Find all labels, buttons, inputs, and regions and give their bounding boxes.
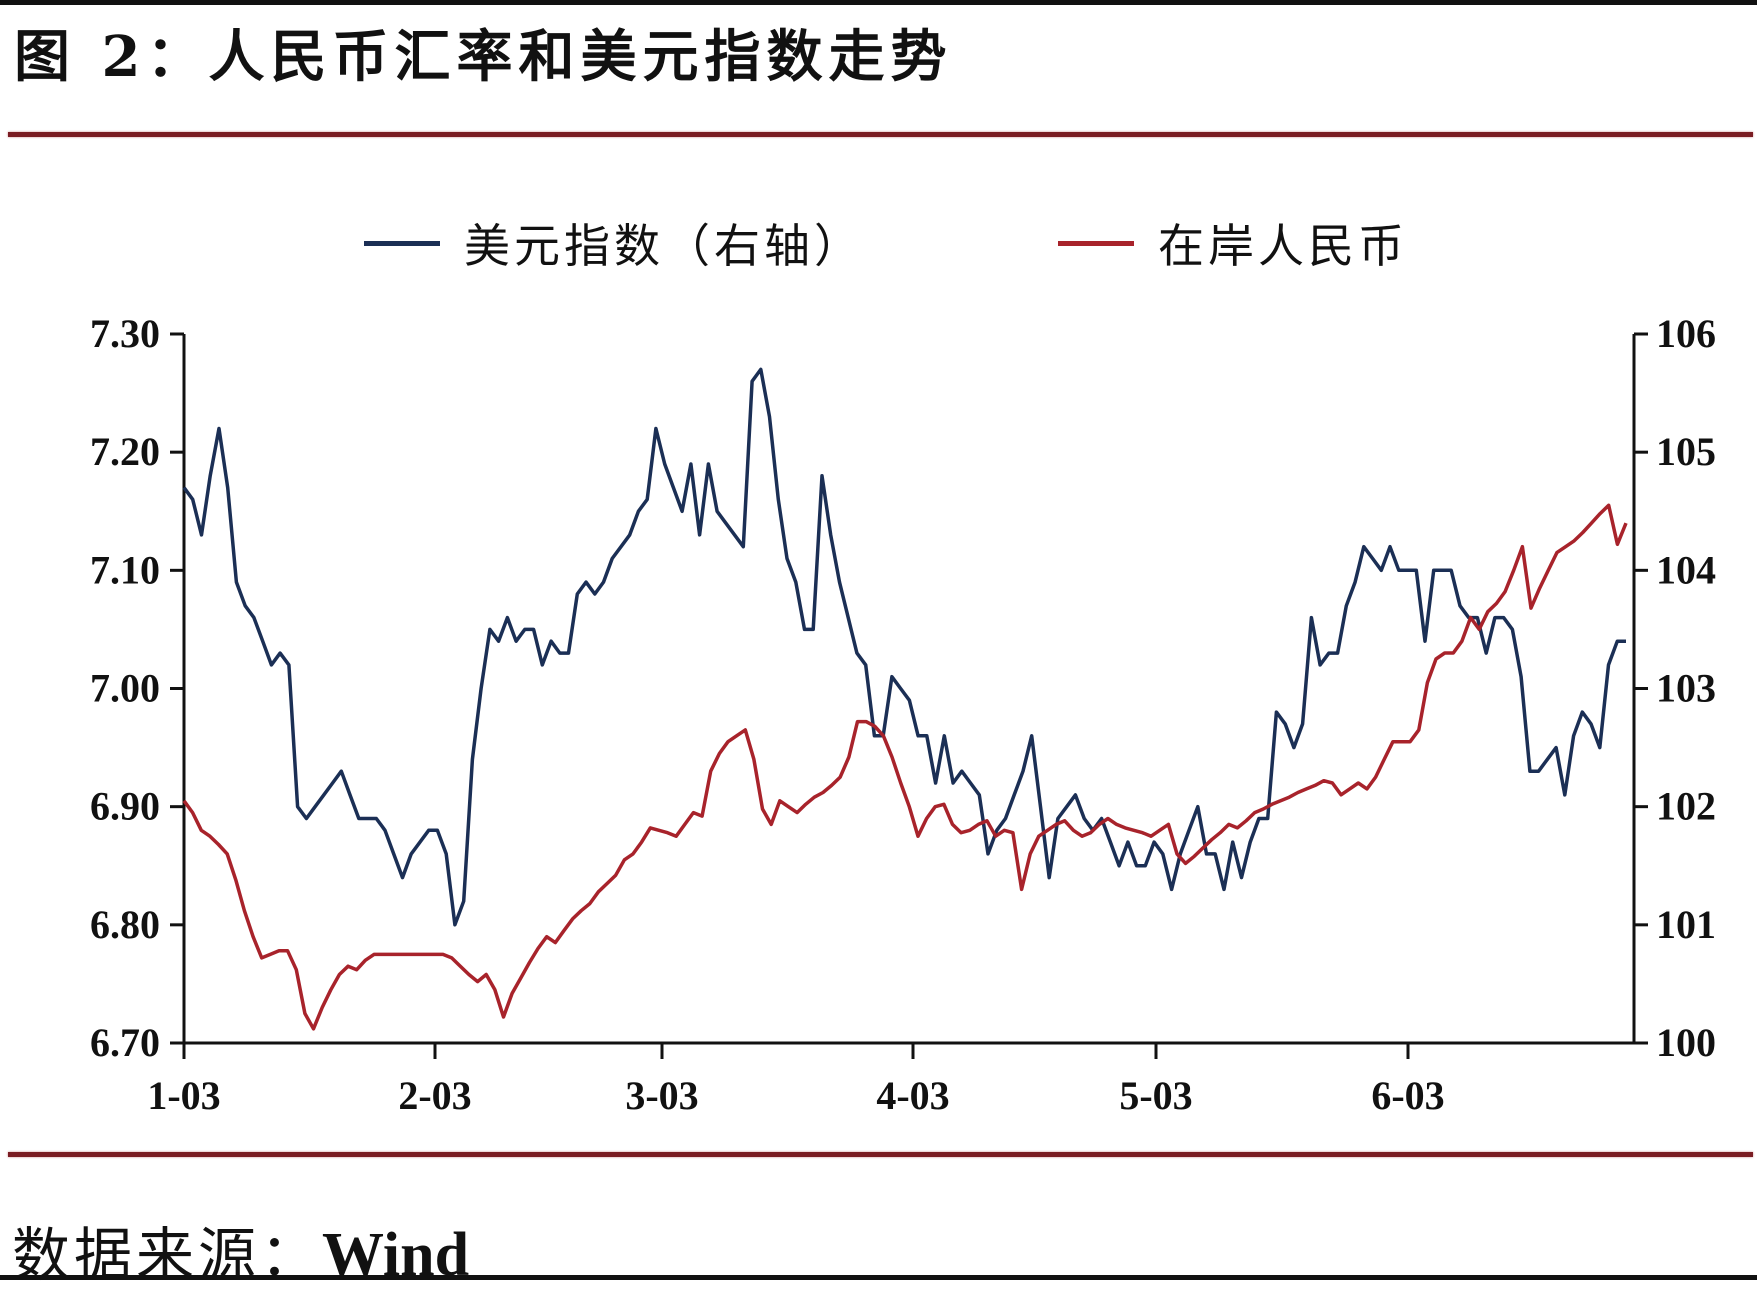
legend-item-usd-index: 美元指数（右轴）	[364, 208, 864, 278]
left-axis-tick-label: 7.10	[90, 547, 160, 592]
chart-title: 图 2：人民币汇率和美元指数走势	[14, 24, 953, 90]
left-axis-tick-label: 6.70	[90, 1020, 160, 1065]
right-axis-tick-label: 101	[1656, 902, 1716, 947]
legend-swatch-usd-index	[364, 240, 440, 246]
legend-item-cny-onshore: 在岸人民币	[1058, 208, 1408, 278]
right-axis-tick-label: 106	[1656, 311, 1716, 356]
right-axis-tick-label: 104	[1656, 547, 1716, 592]
left-axis-tick-label: 7.00	[90, 666, 160, 711]
top-divider	[8, 132, 1753, 137]
bottom-divider	[8, 1152, 1753, 1157]
chart-legend: 美元指数（右轴） 在岸人民币	[0, 208, 1757, 278]
legend-label-usd-index: 美元指数（右轴）	[464, 219, 864, 273]
top-border	[0, 0, 1757, 5]
x-axis-tick-label: 2-03	[398, 1073, 471, 1118]
left-axis-tick-label: 6.80	[90, 902, 160, 947]
right-axis-tick-label: 102	[1656, 784, 1716, 829]
legend-swatch-cny-onshore	[1058, 240, 1134, 246]
legend-label-cny-onshore: 在岸人民币	[1158, 219, 1408, 273]
left-axis-tick-label: 6.90	[90, 784, 160, 829]
left-axis-tick-label: 7.20	[90, 429, 160, 474]
x-axis-tick-label: 5-03	[1119, 1073, 1192, 1118]
bottom-border	[0, 1275, 1757, 1280]
right-axis-tick-label: 105	[1656, 429, 1716, 474]
x-axis-tick-label: 4-03	[876, 1073, 949, 1118]
right-axis-tick-label: 103	[1656, 666, 1716, 711]
chart-axes: 6.70 6.80 6.90 7.00 7.10 7.20 7.30 100 101 102 103…	[90, 311, 1716, 1118]
right-axis-tick-label: 100	[1656, 1020, 1716, 1065]
x-axis-tick-label: 1-03	[147, 1073, 220, 1118]
x-axis-tick-label: 3-03	[625, 1073, 698, 1118]
left-axis-tick-label: 7.30	[90, 311, 160, 356]
usd-index-line	[182, 367, 1626, 927]
cny-onshore-line	[182, 503, 1628, 1031]
chart-lines	[182, 367, 1628, 1031]
x-axis-tick-label: 6-03	[1371, 1073, 1444, 1118]
